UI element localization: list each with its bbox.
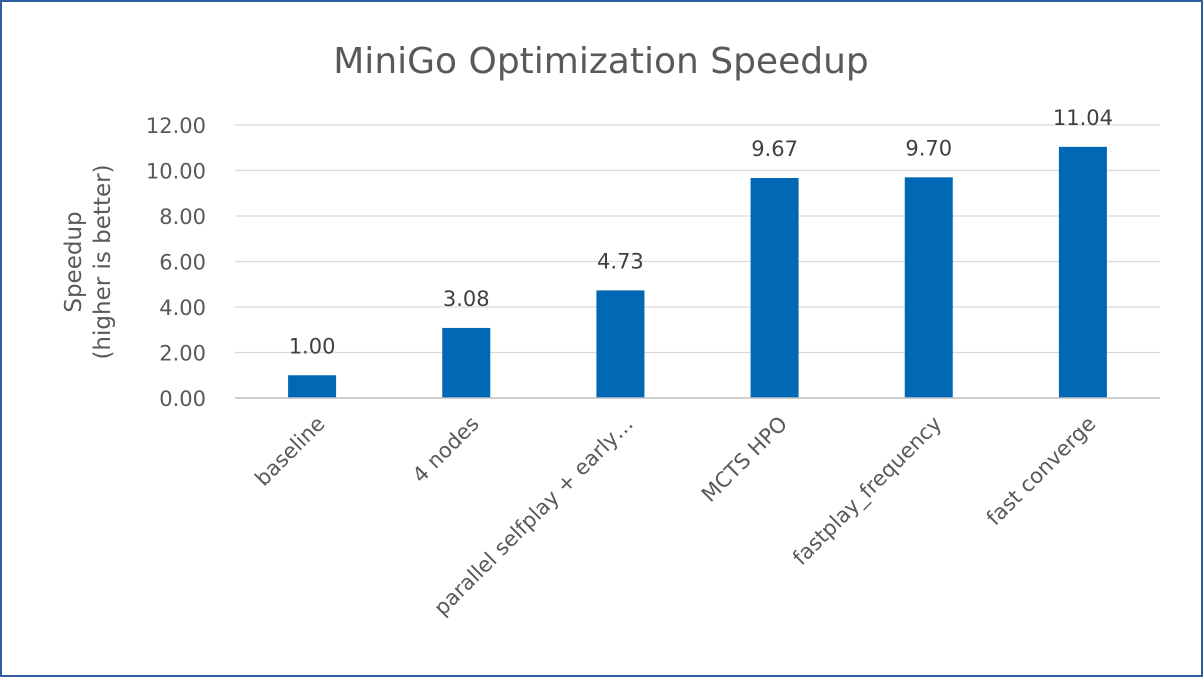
bar [904, 177, 953, 398]
data-label: 11.04 [1053, 106, 1113, 130]
y-tick-label: 0.00 [159, 387, 206, 411]
x-tick-label: baseline [250, 412, 329, 491]
data-label: 9.70 [905, 136, 952, 160]
y-tick-label: 4.00 [159, 296, 206, 320]
y-tick-label: 8.00 [159, 205, 206, 229]
data-label: 3.08 [443, 287, 490, 311]
y-tick-label: 12.00 [146, 114, 206, 138]
data-labels: 1.00 3.08 4.73 9.67 9.70 11.04 [289, 106, 1113, 358]
bars [288, 146, 1107, 398]
bar [288, 375, 337, 398]
y-tick-label: 2.00 [159, 342, 206, 366]
data-label: 9.67 [751, 137, 798, 161]
y-axis-label: Speedup (higher is better) [61, 164, 116, 359]
x-tick-label: fastplay_frequency [788, 412, 947, 571]
gridlines [235, 124, 1160, 354]
bar [750, 178, 799, 398]
data-label: 1.00 [289, 334, 336, 358]
chart-title: MiniGo Optimization Speedup [333, 41, 869, 82]
y-axis-label-line-1: Speedup [61, 211, 87, 312]
x-tick-label: fast converge [982, 412, 1101, 531]
y-axis-label-line-2: (higher is better) [90, 164, 116, 359]
y-tick-label: 10.00 [146, 160, 206, 184]
y-tick-label: 6.00 [159, 251, 206, 275]
bar [596, 290, 645, 398]
y-axis-ticks: 0.00 2.00 4.00 6.00 8.00 10.00 12.00 [146, 114, 206, 411]
bar [442, 327, 491, 398]
x-tick-label: MCTS HPO [697, 412, 792, 507]
data-label: 4.73 [597, 249, 644, 273]
x-tick-label: 4 nodes [408, 412, 484, 488]
bar [1058, 146, 1107, 398]
